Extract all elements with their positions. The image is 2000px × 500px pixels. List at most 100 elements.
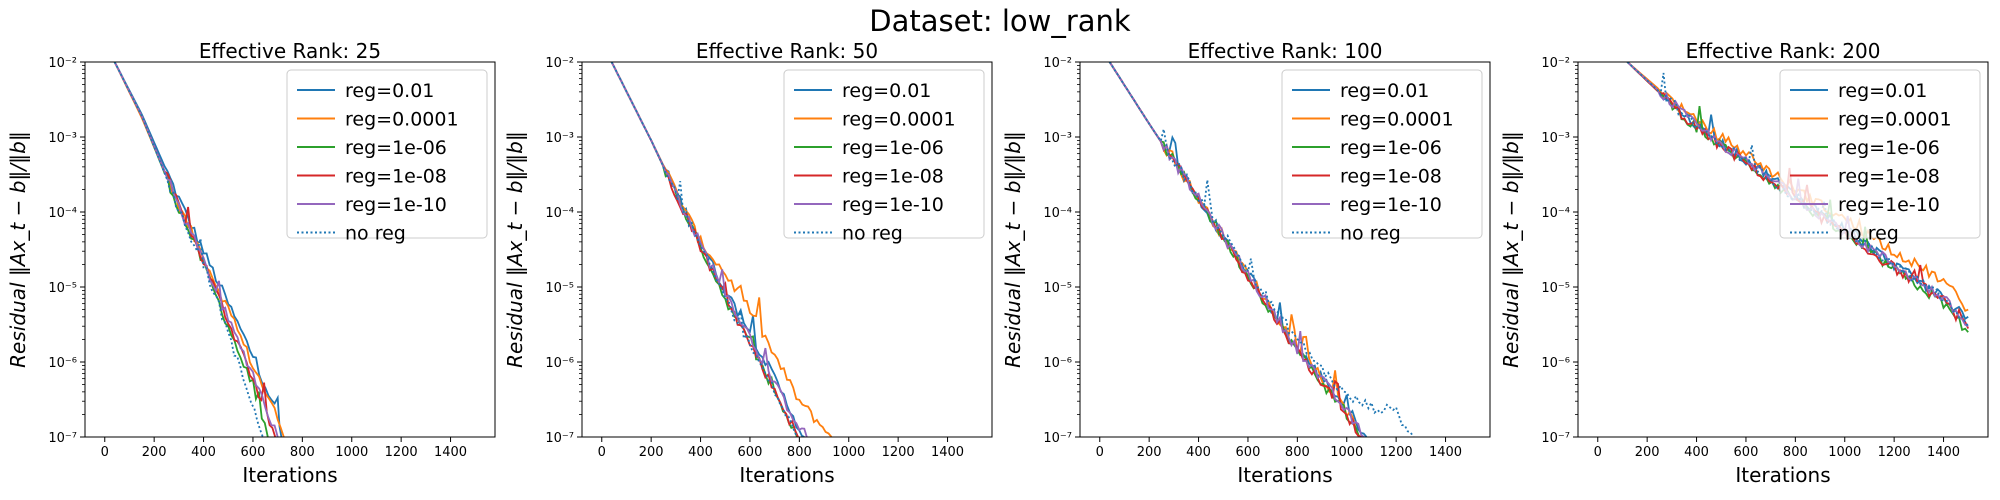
legend-box: [1779, 69, 1981, 239]
legend: reg=0.01 reg=0.0001 reg=1e-06 reg=1e-08 reg=…: [286, 69, 488, 245]
legend-label: reg=1e-08: [1340, 166, 1442, 188]
y-tick-label: 10⁻⁶: [1043, 356, 1072, 371]
x-tick-label: 400: [1186, 445, 1211, 460]
series-line-no-reg: [1108, 62, 1415, 437]
series-line-no-reg: [113, 62, 264, 437]
y-tick-label: 10⁻³: [1043, 131, 1072, 146]
y-axis-label: Residual ‖Ax_t − b‖/‖b‖: [1001, 131, 1025, 368]
x-tick-label: 800: [787, 445, 812, 460]
y-tick-label: 10⁻⁷: [48, 431, 77, 446]
y-tick-label: 10⁻²: [545, 56, 574, 71]
x-tick-label: 1200: [1380, 445, 1413, 460]
y-tick-label: 10⁻⁵: [1043, 281, 1072, 296]
x-axis-label: Iterations: [242, 463, 337, 487]
legend-label: reg=1e-08: [1838, 166, 1940, 188]
x-axis-label: Iterations: [1735, 463, 1830, 487]
y-tick-label: 10⁻⁶: [545, 356, 574, 371]
axes-frame: [84, 61, 496, 438]
x-tick-label: 800: [1285, 445, 1310, 460]
y-tick-label: 10⁻³: [48, 131, 77, 146]
legend-label: no reg: [1838, 223, 1899, 245]
x-tick-label: 1200: [1878, 445, 1911, 460]
x-tick-label: 1200: [385, 445, 418, 460]
x-tick-label: 1000: [335, 445, 368, 460]
y-tick-label: 10⁻²: [1541, 56, 1570, 71]
y-tick-label: 10⁻²: [48, 56, 77, 71]
axes-frame: [1079, 61, 1491, 438]
legend-label: reg=1e-06: [1340, 137, 1442, 159]
subplot-4: Effective Rank: 200 0 200 400 600 800 1000 1200…: [1499, 39, 1989, 487]
y-tick-label: 10⁻⁷: [1541, 431, 1570, 446]
x-tick-label: 200: [639, 445, 664, 460]
legend-label: reg=1e-10: [345, 194, 447, 216]
subplot-title: Effective Rank: 200: [1686, 39, 1881, 63]
x-axis-label: Iterations: [1237, 463, 1332, 487]
x-axis-label: Iterations: [739, 463, 834, 487]
legend-label: no reg: [345, 223, 406, 245]
subplot-title: Effective Rank: 25: [199, 39, 381, 63]
y-tick-label: 10⁻³: [545, 131, 574, 146]
x-tick-label: 400: [1684, 445, 1709, 460]
y-tick-label: 10⁻⁴: [1043, 206, 1072, 221]
legend-label: reg=1e-10: [1340, 194, 1442, 216]
y-tick-label: 10⁻⁷: [545, 431, 574, 446]
series-lines: [610, 62, 833, 437]
x-tick-label: 400: [688, 445, 713, 460]
y-tick-label: 10⁻⁴: [1541, 206, 1570, 221]
y-axis-label: Residual ‖Ax_t − b‖/‖b‖: [503, 131, 527, 368]
subplot-1: Effective Rank: 25 0 200 400 600 800 1000 1200 1…: [6, 39, 496, 487]
x-tick-label: 1400: [1927, 445, 1960, 460]
x-tick-label: 200: [1137, 445, 1162, 460]
x-tick-label: 0: [101, 445, 109, 460]
series-line-no-reg: [610, 62, 798, 437]
x-tick-label: 1000: [832, 445, 865, 460]
legend-label: reg=1e-08: [345, 166, 447, 188]
y-tick-label: 10⁻⁴: [48, 206, 77, 221]
x-tick-label: 600: [1236, 445, 1261, 460]
y-axis-label: Residual ‖Ax_t − b‖/‖b‖: [1499, 131, 1523, 368]
legend-label: no reg: [842, 223, 903, 245]
x-tick-label: 1000: [1828, 445, 1861, 460]
x-tick-label: 1000: [1330, 445, 1363, 460]
x-tick-label: 600: [1734, 445, 1759, 460]
x-tick-label: 1400: [1429, 445, 1462, 460]
x-tick-label: 800: [290, 445, 315, 460]
subplot-title: Effective Rank: 50: [696, 39, 878, 63]
subplot-2: Effective Rank: 50 0 200 400 600 800 1000 1200 1…: [503, 39, 993, 487]
legend-box: [286, 69, 488, 239]
y-tick-label: 10⁻⁶: [48, 356, 77, 371]
axes-frame: [1577, 61, 1989, 438]
x-tick-label: 400: [191, 445, 216, 460]
legend-label: reg=1e-08: [842, 166, 944, 188]
x-tick-label: 1200: [882, 445, 915, 460]
y-tick-label: 10⁻⁶: [1541, 356, 1570, 371]
legend-label: reg=1e-10: [842, 194, 944, 216]
x-tick-label: 0: [1594, 445, 1602, 460]
subplot-title: Effective Rank: 100: [1188, 39, 1383, 63]
legend-label: reg=1e-10: [1838, 194, 1940, 216]
x-tick-label: 200: [1635, 445, 1660, 460]
x-tick-label: 1400: [931, 445, 964, 460]
figure-suptitle: Dataset: low_rank: [869, 4, 1131, 38]
y-tick-label: 10⁻⁴: [545, 206, 574, 221]
series-lines: [113, 62, 285, 437]
legend-label: no reg: [1340, 223, 1401, 245]
y-axis-label: Residual ‖Ax_t − b‖/‖b‖: [6, 131, 30, 368]
legend-label: reg=0.0001: [842, 109, 956, 131]
x-tick-label: 800: [1783, 445, 1808, 460]
legend-label: reg=0.0001: [1838, 109, 1952, 131]
y-tick-label: 10⁻²: [1043, 56, 1072, 71]
x-tick-label: 1400: [434, 445, 467, 460]
x-tick-label: 0: [1096, 445, 1104, 460]
x-tick-label: 200: [142, 445, 167, 460]
legend-box: [783, 69, 985, 239]
legend-label: reg=0.01: [842, 80, 931, 102]
legend-label: reg=1e-06: [1838, 137, 1940, 159]
legend-label: reg=0.01: [1340, 80, 1429, 102]
y-tick-label: 10⁻⁷: [1043, 431, 1072, 446]
legend-label: reg=0.01: [345, 80, 434, 102]
x-tick-label: 0: [598, 445, 606, 460]
legend: reg=0.01 reg=0.0001 reg=1e-06 reg=1e-08 reg=…: [1281, 69, 1483, 245]
